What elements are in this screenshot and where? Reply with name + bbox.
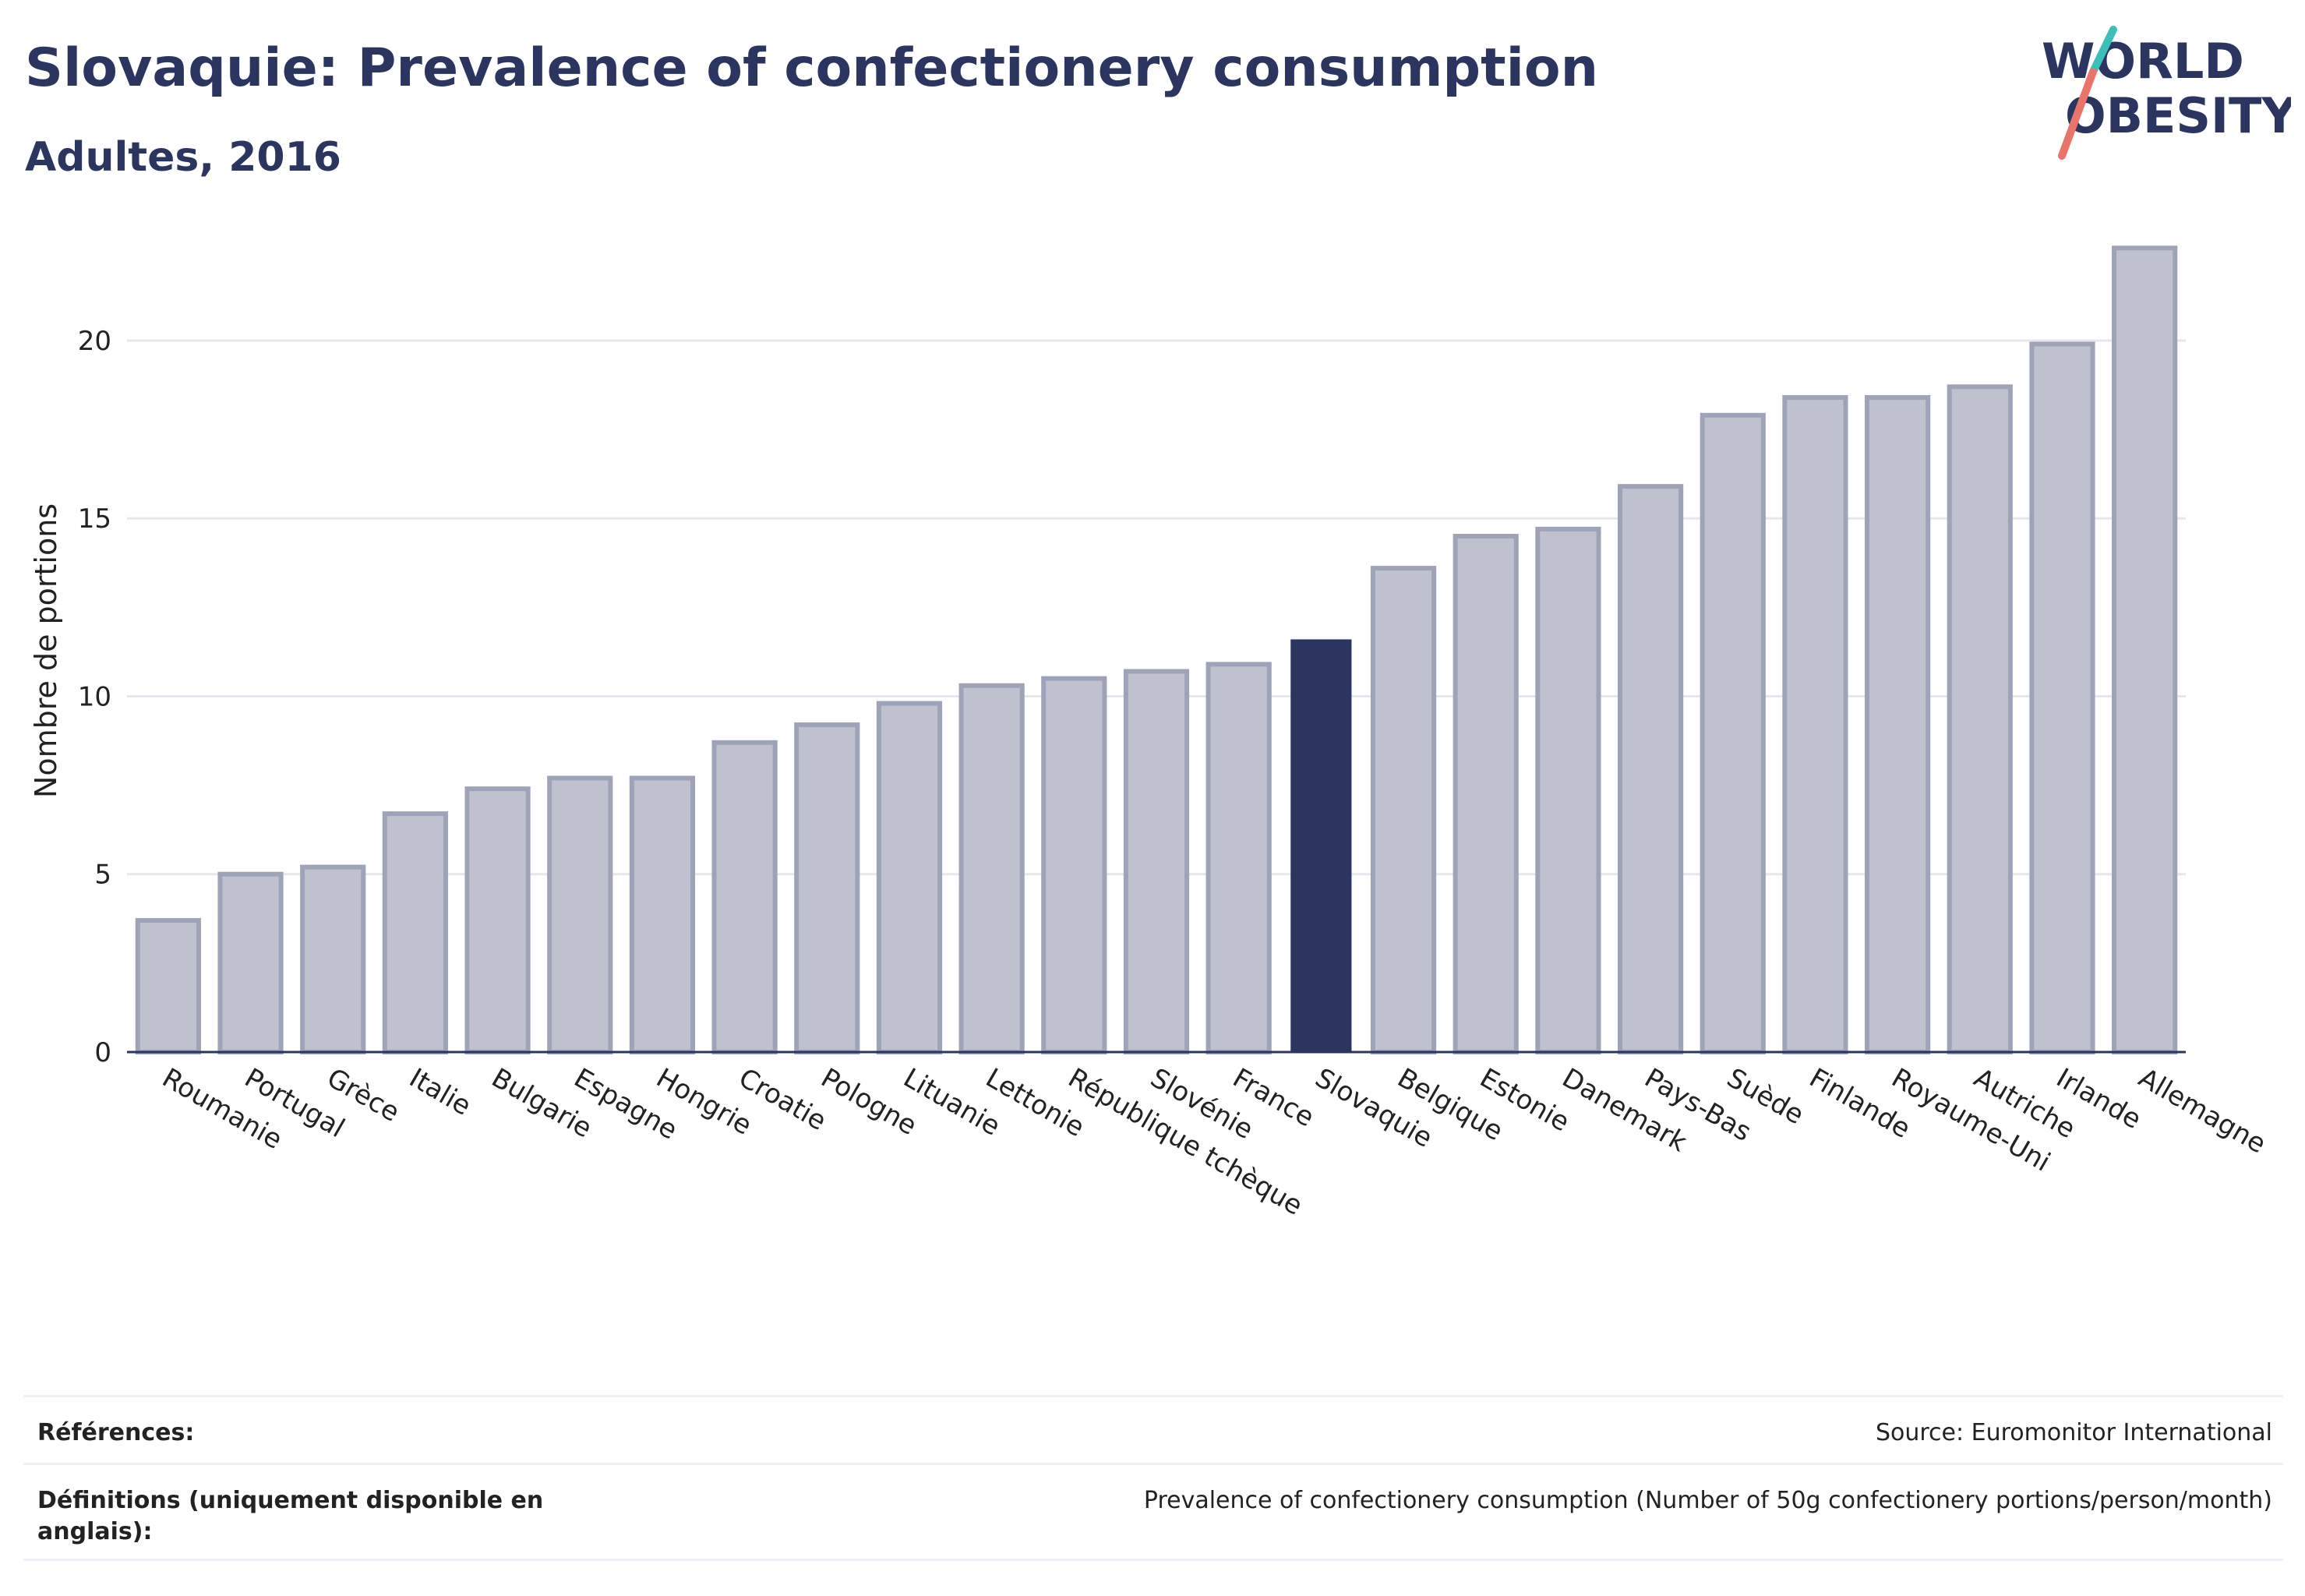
bar-pologne [794, 722, 860, 1054]
logo-slash-top [2089, 26, 2117, 76]
y-tick-label: 15 [78, 503, 111, 535]
y-tick-label: 10 [78, 681, 111, 712]
bar-suède [1700, 412, 1766, 1054]
bar-slovénie [1123, 669, 1190, 1054]
footer-table: Références: Source: Euromonitor Internat… [23, 1395, 2283, 1561]
bar-allemagne [2112, 245, 2178, 1054]
bar-portugal [217, 871, 284, 1054]
definitions-label: Définitions (uniquement disponible en an… [37, 1487, 544, 1545]
logo-slash-bottom [2058, 68, 2097, 160]
bar-estonie [1453, 534, 1519, 1054]
bar-république-tchèque [1041, 676, 1107, 1054]
bar-danemark [1535, 526, 1601, 1054]
y-tick-label: 0 [94, 1037, 111, 1068]
y-tick-label: 20 [78, 326, 111, 357]
bar-hongrie [629, 775, 696, 1054]
bar-finlande [1782, 395, 1848, 1054]
references-label: Références: [37, 1419, 195, 1446]
bar-grèce [300, 864, 366, 1054]
bar-lettonie [958, 683, 1025, 1054]
x-tick-label: Italie [404, 1062, 476, 1122]
bar-france [1205, 662, 1272, 1054]
bar-irlande [2029, 341, 2095, 1054]
y-axis-title: Nombre de portions [29, 503, 63, 798]
bar-bulgarie [464, 786, 531, 1054]
page-subtitle: Adultes, 2016 [25, 134, 341, 181]
bar-belgique [1370, 566, 1437, 1054]
logo-line2: OBESITY [2065, 87, 2291, 144]
y-axis-ticks: 0 5 10 15 20 [78, 326, 111, 1068]
bar-pays-bas [1617, 484, 1684, 1054]
x-tick-label: Allemagne [2134, 1062, 2271, 1160]
bar-lituanie [876, 701, 943, 1054]
bar-royaume-uni [1865, 395, 1931, 1054]
bar-italie [382, 811, 448, 1055]
bar-autriche [1947, 384, 2013, 1055]
bars [135, 245, 2178, 1055]
definitions-row: Définitions (uniquement disponible en an… [23, 1463, 2283, 1561]
y-tick-label: 5 [94, 860, 111, 891]
logo-line1: WORLD [2042, 33, 2244, 90]
bar-roumanie [135, 918, 201, 1054]
definitions-value: Prevalence of confectionery consumption … [1143, 1487, 2272, 1514]
bar-slovaquie [1290, 639, 1352, 1052]
world-obesity-logo: WORLD OBESITY [2042, 26, 2291, 160]
bar-croatie [711, 740, 778, 1055]
page-title: Slovaquie: Prevalence of confectionery c… [25, 37, 1599, 99]
bar-espagne [547, 775, 613, 1054]
references-value: Source: Euromonitor International [1875, 1419, 2272, 1446]
references-row: Références: Source: Euromonitor Internat… [23, 1395, 2283, 1463]
